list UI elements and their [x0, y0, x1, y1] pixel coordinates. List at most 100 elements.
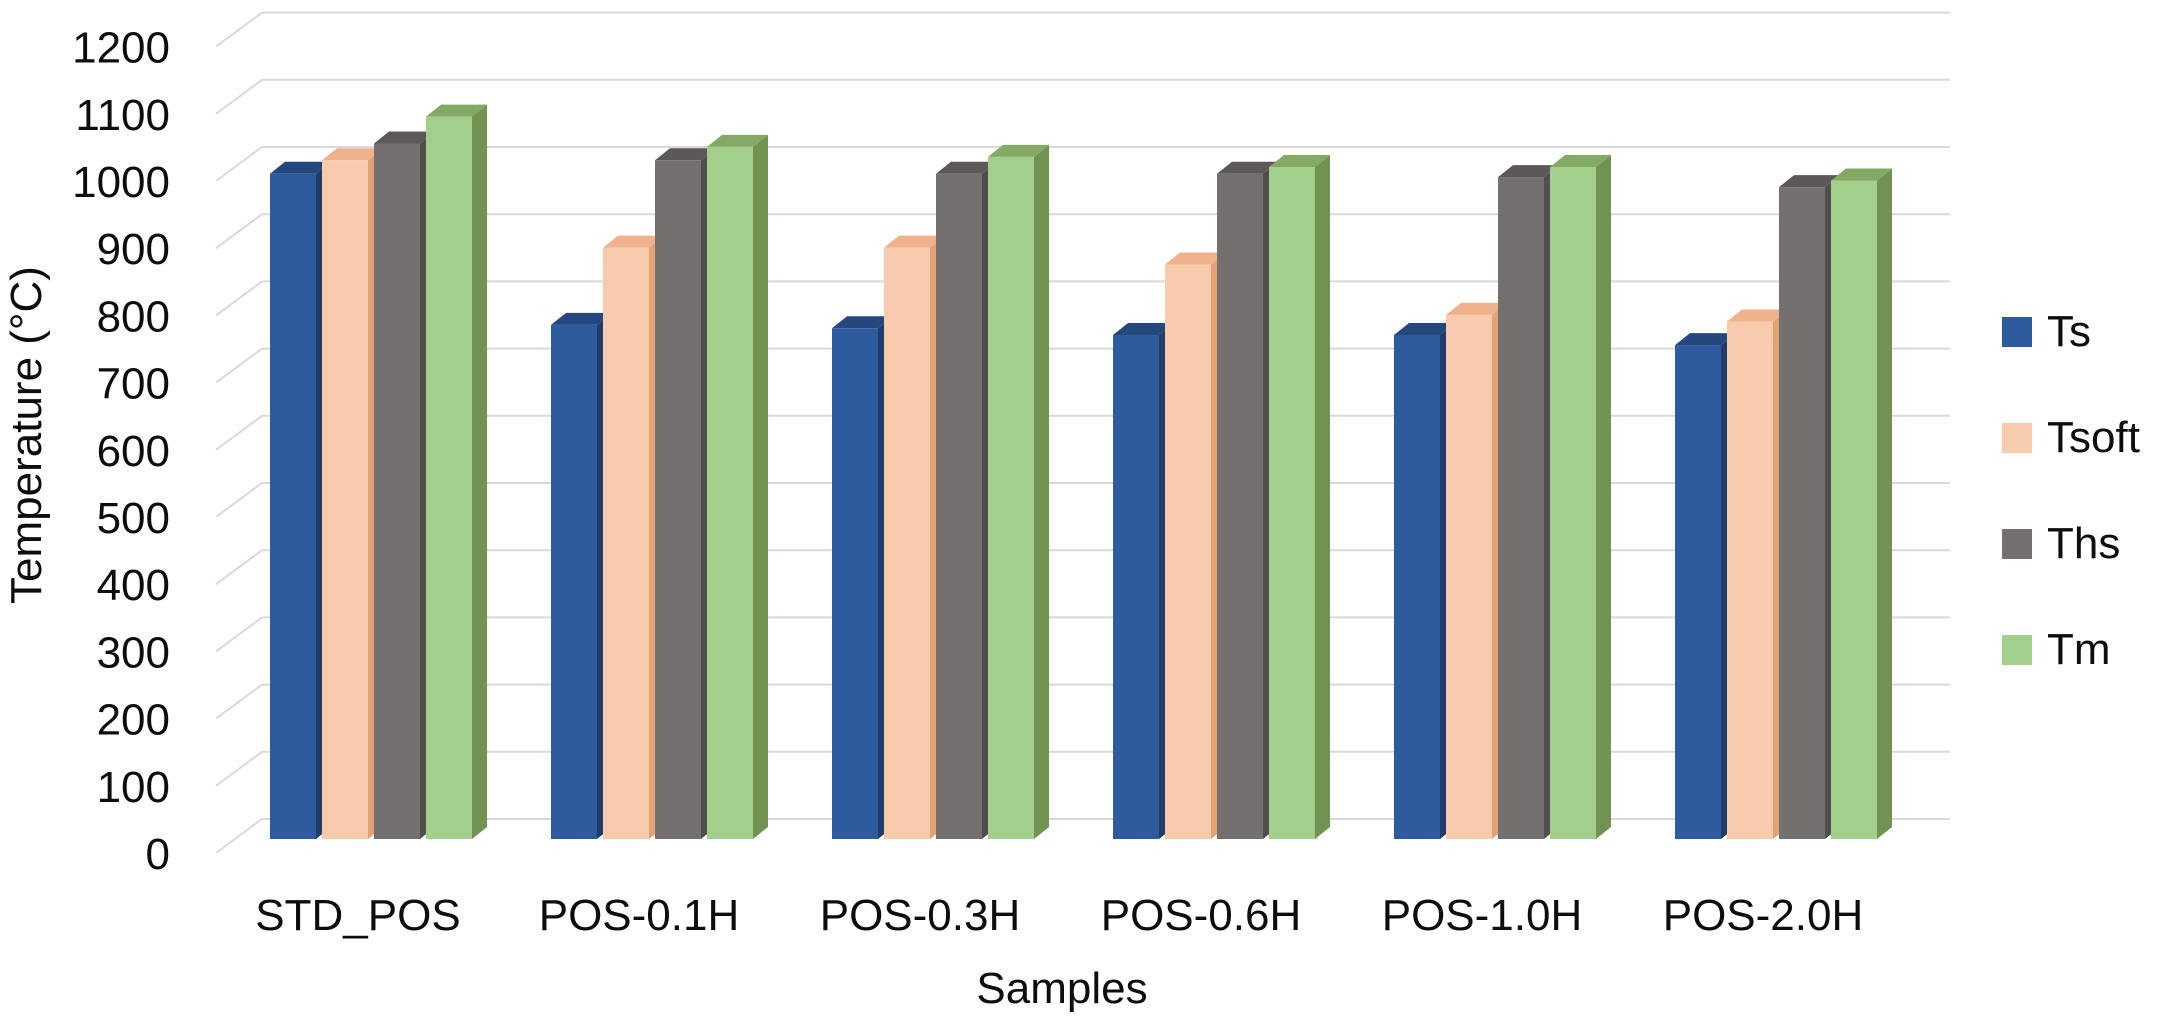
y-tick-label-1000: 1000 — [72, 158, 170, 207]
bar-POS-1.0H-Ts — [1394, 335, 1440, 839]
y-tick-label-500: 500 — [97, 494, 170, 543]
bar-POS-0.1H-Tm-side — [753, 134, 768, 840]
legend-label-ths: Ths — [2047, 519, 2121, 568]
bar-POS-0.3H-Tm-top — [988, 144, 1049, 157]
bar-STD_POS-Ts-top — [270, 161, 331, 174]
bar-POS-0.1H-Ts-top — [551, 312, 612, 325]
bar-POS-1.0H-Tm-top — [1550, 155, 1611, 167]
bar-POS-2.0H-Ths — [1779, 187, 1825, 839]
bar-POS-2.0H-Ts — [1675, 345, 1721, 839]
bar-STD_POS-Ts — [270, 173, 316, 840]
y-axis-tick-600 — [215, 414, 263, 451]
bar-POS-0.3H-Ths — [936, 173, 982, 840]
bar-POS-1.0H-Tsoft-top — [1446, 302, 1507, 315]
y-tick-label-800: 800 — [97, 292, 170, 341]
y-tick-label-900: 900 — [97, 225, 170, 274]
bar-POS-0.3H-Ts-top — [832, 316, 893, 329]
bar-POS-0.6H-Ths — [1217, 173, 1263, 840]
y-tick-label-100: 100 — [97, 763, 170, 812]
bar-STD_POS-Tsoft-top — [322, 148, 383, 161]
bar-POS-0.6H-Ts-top — [1113, 323, 1174, 335]
bar-STD_POS-Tm-side — [472, 104, 487, 840]
bar-STD_POS-Ths-top — [374, 131, 435, 144]
legend-swatch-tsoft — [2002, 423, 2032, 453]
x-tick-label-POS-2.0H: POS-2.0H — [1663, 891, 1864, 940]
legend-item-ts: Ts — [2002, 307, 2140, 357]
y-axis-tick-500 — [215, 482, 263, 518]
bar-POS-1.0H-Ths — [1498, 177, 1544, 839]
bar-POS-1.0H-Tm — [1550, 167, 1596, 839]
bar-POS-0.1H-Ths — [655, 160, 701, 839]
bar-POS-0.6H-Tm-top — [1269, 155, 1330, 167]
legend-swatch-tm — [2002, 635, 2032, 665]
bar-POS-1.0H-Ts-top — [1394, 323, 1455, 335]
bar-POS-1.0H-Tm-side — [1596, 155, 1611, 839]
legend-label-tm: Tm — [2047, 625, 2111, 674]
y-tick-label-0: 0 — [146, 830, 170, 879]
bar-POS-2.0H-Tsoft-top — [1727, 309, 1788, 322]
bar-POS-0.6H-Ts — [1113, 335, 1159, 839]
legend-item-tm: Tm — [2002, 625, 2140, 675]
bar-POS-2.0H-Ts-top — [1675, 333, 1736, 346]
bar-POS-0.6H-Tm — [1269, 167, 1315, 839]
bar-POS-0.3H-Tsoft — [884, 247, 930, 839]
legend-swatch-ths — [2002, 529, 2032, 559]
y-axis-tick-100 — [215, 750, 263, 787]
x-tick-label-STD_POS: STD_POS — [255, 891, 460, 940]
y-tick-label-1200: 1200 — [72, 24, 170, 73]
y-axis-tick-1200 — [215, 11, 263, 48]
bar-POS-0.3H-Tm-side — [1034, 144, 1049, 840]
bar-POS-0.6H-Ths-top — [1217, 161, 1278, 174]
bar-STD_POS-Ths — [374, 143, 420, 840]
y-axis-tick-700 — [215, 347, 263, 384]
y-axis-tick-1000 — [215, 146, 263, 182]
x-axis-title: Samples — [976, 964, 1148, 1013]
bar-POS-0.3H-Tm — [988, 156, 1034, 840]
legend-label-ts: Ts — [2047, 307, 2091, 356]
bar-POS-0.1H-Ts — [551, 324, 597, 839]
y-axis-tick-400 — [215, 549, 263, 586]
legend-label-tsoft: Tsoft — [2047, 413, 2140, 462]
bar-POS-0.3H-Ts — [832, 328, 878, 839]
bar-POS-2.0H-Tm-top — [1831, 168, 1892, 181]
legend: Ts Tsoft Ths Tm — [2002, 307, 2140, 731]
bar-POS-0.1H-Tm — [707, 146, 753, 840]
y-axis-title: Temperature (°C) — [2, 266, 51, 604]
legend-swatch-ts — [2002, 317, 2032, 347]
bar-POS-2.0H-Tsoft — [1727, 321, 1773, 839]
bar-POS-0.1H-Tsoft-top — [603, 235, 664, 248]
legend-item-tsoft: Tsoft — [2002, 413, 2140, 463]
bar-POS-2.0H-Tm-side — [1877, 168, 1892, 839]
y-tick-label-700: 700 — [97, 360, 170, 409]
y-tick-label-600: 600 — [97, 427, 170, 476]
y-tick-label-400: 400 — [97, 561, 170, 610]
bar-POS-0.6H-Tsoft-top — [1165, 252, 1226, 265]
x-tick-label-POS-0.3H: POS-0.3H — [820, 891, 1021, 940]
bar-POS-0.1H-Tsoft — [603, 247, 649, 839]
bar-POS-0.3H-Tsoft-top — [884, 235, 945, 248]
y-axis-tick-200 — [215, 683, 263, 720]
y-tick-label-200: 200 — [97, 696, 170, 745]
y-axis-tick-1100 — [215, 78, 263, 115]
bar-POS-0.6H-Tsoft — [1165, 264, 1211, 839]
x-tick-label-POS-0.1H: POS-0.1H — [539, 891, 740, 940]
bar-POS-0.1H-Ths-top — [655, 148, 716, 161]
bar-POS-2.0H-Tm — [1831, 180, 1877, 839]
legend-item-ths: Ths — [2002, 519, 2140, 569]
y-axis-tick-800 — [215, 280, 263, 317]
bar-POS-0.1H-Tm-top — [707, 134, 768, 147]
y-tick-label-300: 300 — [97, 628, 170, 677]
bar-STD_POS-Tsoft — [322, 160, 368, 839]
bar-STD_POS-Tm — [426, 116, 472, 840]
x-tick-label-POS-0.6H: POS-0.6H — [1101, 891, 1302, 940]
bar-POS-2.0H-Ths-top — [1779, 175, 1840, 188]
bar-POS-0.3H-Ths-top — [936, 161, 997, 174]
bar-POS-1.0H-Tsoft — [1446, 314, 1492, 840]
y-tick-label-1100: 1100 — [75, 91, 170, 140]
bar-POS-1.0H-Ths-top — [1498, 165, 1559, 178]
y-axis-tick-300 — [215, 616, 263, 653]
bar-STD_POS-Tm-top — [426, 104, 487, 117]
bar-POS-0.6H-Tm-side — [1315, 155, 1330, 839]
